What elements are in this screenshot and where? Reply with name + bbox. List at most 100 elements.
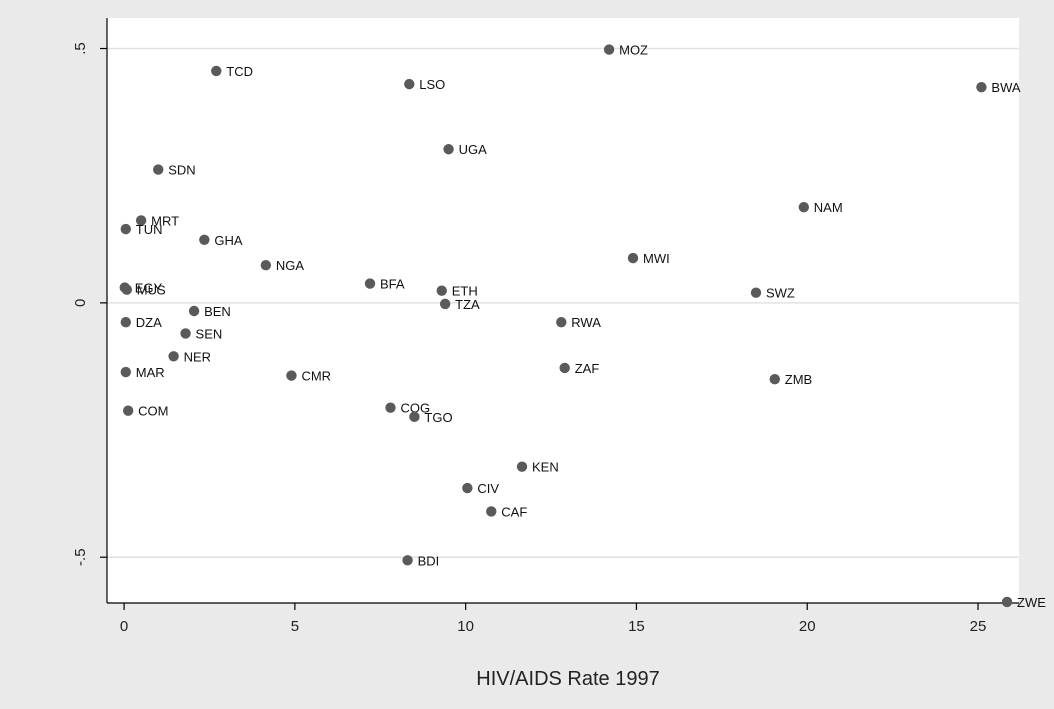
x-tick-label: 0 <box>120 618 128 635</box>
x-tick-label: 10 <box>457 618 474 635</box>
y-ticks: -.5 0 .5 <box>72 42 107 566</box>
point-label: BDI <box>418 553 440 568</box>
point-label: ZMB <box>785 372 812 387</box>
data-point-com: COM <box>122 404 169 419</box>
point-marker <box>385 402 396 413</box>
point-label: BFA <box>380 277 405 292</box>
point-label: KEN <box>532 460 559 475</box>
data-point-mrt: MRT <box>135 213 179 228</box>
point-marker <box>556 317 567 328</box>
data-point-mwi: MWI <box>627 251 670 266</box>
point-label: MUS <box>137 283 166 298</box>
data-point-mar: MAR <box>120 365 165 380</box>
point-marker <box>404 78 415 90</box>
data-point-nam: NAM <box>798 200 843 215</box>
point-label: UGA <box>459 142 488 157</box>
point-marker <box>462 482 473 494</box>
point-label: TCD <box>226 64 253 79</box>
plot-area <box>107 18 1019 603</box>
point-label: BEN <box>204 304 231 319</box>
point-marker <box>627 252 639 264</box>
point-marker <box>135 215 147 226</box>
point-label: CMR <box>301 369 331 384</box>
point-marker <box>402 555 413 566</box>
x-tick-label: 20 <box>799 618 816 635</box>
data-point-swz: SWZ <box>750 286 795 301</box>
point-marker <box>199 234 210 245</box>
data-point-sdn: SDN <box>153 163 196 178</box>
point-label: SWZ <box>766 286 795 301</box>
data-point-caf: CAF <box>486 504 527 519</box>
point-label: MOZ <box>619 43 648 58</box>
data-point-cog: COG <box>385 401 430 416</box>
data-point-uga: UGA <box>443 142 487 157</box>
point-marker <box>211 65 222 77</box>
point-marker <box>364 278 376 289</box>
point-marker <box>769 373 780 385</box>
point-label: NAM <box>814 200 843 215</box>
data-point-tgo: TGO <box>409 410 453 425</box>
data-point-bdi: BDI <box>402 553 439 568</box>
point-label: MAR <box>136 365 165 380</box>
point-label: BWA <box>991 80 1020 95</box>
data-point-sen: SEN <box>180 326 222 341</box>
point-marker <box>603 44 615 55</box>
point-marker <box>121 284 133 295</box>
point-marker <box>436 285 447 296</box>
point-label: COG <box>401 401 431 416</box>
point-marker <box>750 287 762 298</box>
point-marker <box>409 411 420 423</box>
point-label: TUN <box>136 222 163 237</box>
point-label: GHA <box>214 233 243 248</box>
point-marker <box>439 298 451 310</box>
point-label: DZA <box>136 315 162 330</box>
data-point-rwa: RWA <box>556 315 601 330</box>
point-label: TZA <box>455 297 480 312</box>
point-marker <box>486 506 497 517</box>
point-marker <box>798 202 810 213</box>
point-marker <box>443 144 454 155</box>
data-point-ben: BEN <box>188 304 231 319</box>
point-label: COM <box>138 404 168 419</box>
data-point-gha: GHA <box>199 233 243 248</box>
point-marker <box>559 362 570 374</box>
axes <box>106 18 1019 604</box>
point-label: RWA <box>571 315 601 330</box>
point-label: TGO <box>424 410 452 425</box>
point-marker <box>516 461 528 472</box>
data-point-zmb: ZMB <box>769 372 812 387</box>
data-point-nga: NGA <box>260 258 305 273</box>
data-point-tcd: TCD <box>211 64 253 79</box>
point-marker <box>286 370 297 381</box>
point-label: SDN <box>168 163 195 178</box>
data-point-tun: TUN <box>120 222 163 237</box>
data-point-ner: NER <box>168 349 211 364</box>
x-tick-label: 25 <box>970 618 987 635</box>
gridlines <box>107 47 1019 558</box>
point-marker <box>260 260 272 271</box>
point-marker <box>122 405 134 416</box>
point-label: CIV <box>477 481 499 496</box>
point-marker <box>120 223 131 235</box>
point-marker <box>188 305 200 317</box>
point-label: EGY <box>135 281 163 296</box>
point-label: ZWE <box>1017 595 1046 610</box>
point-marker <box>120 366 131 378</box>
x-tick-label: 15 <box>628 618 645 635</box>
point-label: SEN <box>196 326 223 341</box>
data-point-eth: ETH <box>436 284 478 299</box>
y-tick-label: -.5 <box>72 548 89 566</box>
point-label: NGA <box>276 258 305 273</box>
x-axis-title: HIV/AIDS Rate 1997 <box>476 668 659 690</box>
point-marker <box>168 351 179 362</box>
y-tick-label: .5 <box>72 42 89 55</box>
data-point-tza: TZA <box>439 297 480 312</box>
point-label: ETH <box>452 284 478 299</box>
data-point-zwe: ZWE <box>1001 595 1046 610</box>
point-marker <box>976 81 987 93</box>
point-marker <box>1001 596 1013 608</box>
data-point-ken: KEN <box>516 460 559 475</box>
data-point-zaf: ZAF <box>559 361 599 376</box>
y-tick-label: 0 <box>72 299 89 307</box>
